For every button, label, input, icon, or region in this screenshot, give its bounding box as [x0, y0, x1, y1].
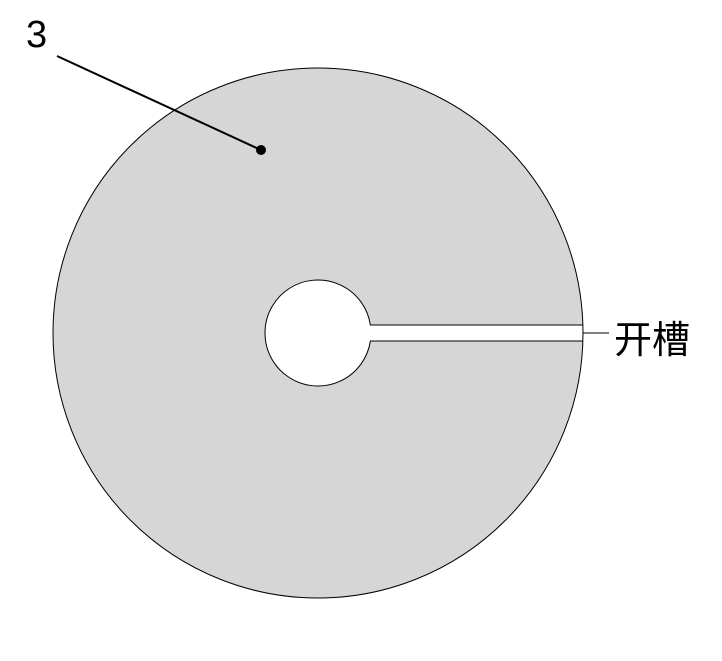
disc-fill: [53, 68, 583, 598]
leader-dot-3: [256, 145, 266, 155]
part-number-label: 3: [26, 14, 47, 57]
diagram-container: 3 开槽: [0, 0, 722, 656]
slot-label: 开槽: [614, 309, 690, 364]
